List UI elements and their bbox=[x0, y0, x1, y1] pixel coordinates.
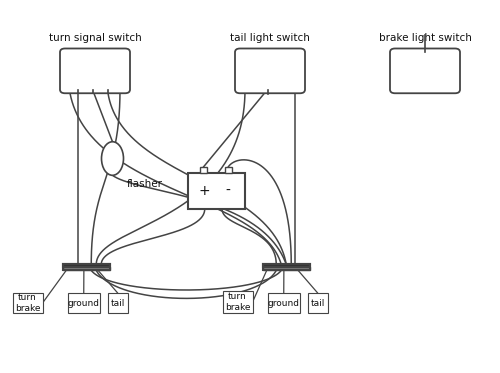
Bar bbox=[262, 264, 310, 267]
Bar bbox=[62, 264, 110, 267]
Bar bbox=[262, 267, 310, 270]
Text: turn signal switch: turn signal switch bbox=[48, 33, 142, 43]
Text: ground: ground bbox=[68, 298, 100, 308]
Text: tail: tail bbox=[310, 298, 324, 308]
Text: -: - bbox=[226, 184, 230, 198]
Text: brake light switch: brake light switch bbox=[378, 33, 472, 43]
Text: turn
brake: turn brake bbox=[225, 292, 250, 312]
Bar bbox=[12, 293, 42, 313]
Bar bbox=[62, 267, 110, 270]
Text: +: + bbox=[199, 184, 210, 198]
Bar bbox=[108, 293, 128, 313]
Text: ground: ground bbox=[268, 298, 300, 308]
Bar bbox=[200, 167, 207, 173]
Text: turn
brake: turn brake bbox=[15, 293, 40, 313]
Ellipse shape bbox=[102, 142, 124, 175]
Bar bbox=[188, 173, 245, 209]
FancyBboxPatch shape bbox=[390, 48, 460, 93]
FancyBboxPatch shape bbox=[235, 48, 305, 93]
Bar bbox=[62, 264, 110, 270]
Bar bbox=[308, 293, 328, 313]
Bar bbox=[268, 293, 300, 313]
Bar bbox=[222, 291, 252, 313]
Bar bbox=[68, 293, 100, 313]
Bar bbox=[225, 167, 232, 173]
Text: flasher: flasher bbox=[126, 179, 162, 189]
Text: tail light switch: tail light switch bbox=[230, 33, 310, 43]
FancyBboxPatch shape bbox=[60, 48, 130, 93]
Bar bbox=[262, 264, 310, 270]
Text: tail: tail bbox=[110, 298, 124, 308]
